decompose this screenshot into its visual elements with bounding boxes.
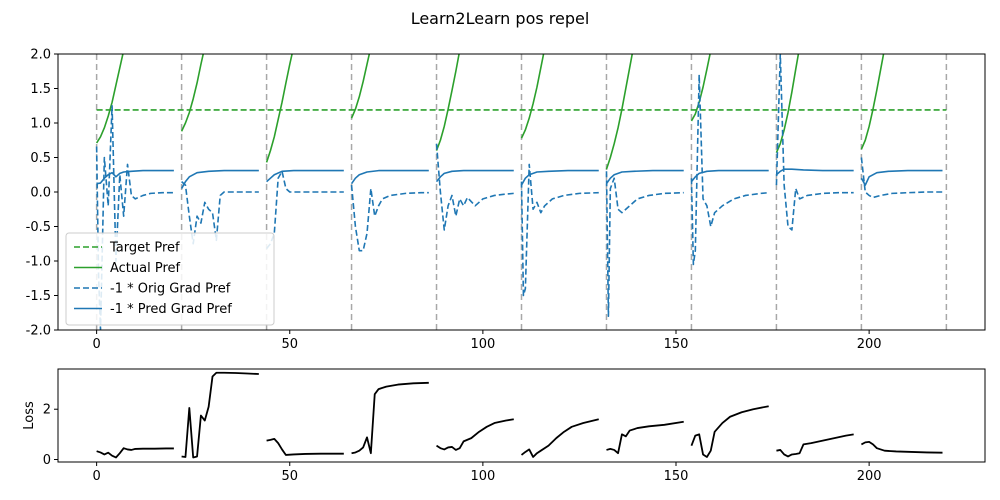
bottom-plot-area xyxy=(96,371,943,459)
pred-grad-pref-line-seg-2 xyxy=(266,169,344,183)
bottom-y-tick-label-1: 2 xyxy=(43,403,51,418)
chart-title: Learn2Learn pos repel xyxy=(411,9,590,28)
pred-grad-pref-line-seg-9 xyxy=(860,169,943,186)
pred-grad-pref-line-seg-4 xyxy=(435,169,514,183)
orig-grad-pref-line-seg-5 xyxy=(520,163,599,297)
bottom-axes-frame xyxy=(57,368,986,463)
top-y-tick-label-1: -1.5 xyxy=(26,289,51,304)
top-y-tick-label-4: 0.0 xyxy=(30,186,51,201)
loss-line-seg-7 xyxy=(690,405,769,458)
loss-axis-label: Loss xyxy=(22,401,37,430)
pred-grad-pref-line-seg-1 xyxy=(180,169,259,189)
actual-pref-line-seg-8 xyxy=(775,54,800,153)
actual-pref-line-seg-9 xyxy=(860,54,885,150)
orig-grad-pref-line-seg-1 xyxy=(181,181,259,245)
actual-pref-line-seg-4 xyxy=(435,54,460,151)
pred-grad-pref-line-seg-7 xyxy=(690,169,769,183)
loss-line-seg-4 xyxy=(436,418,514,451)
orig-grad-pref-line-seg-9 xyxy=(860,157,943,199)
orig-grad-pref-line-seg-4 xyxy=(435,143,514,231)
pred-grad-pref-line-seg-5 xyxy=(520,169,599,186)
bottom-y-tick-label-0: 0 xyxy=(43,453,51,468)
actual-pref-line-seg-3 xyxy=(350,54,371,119)
actual-pref-line-seg-0 xyxy=(95,54,124,144)
pred-grad-pref-line-seg-0 xyxy=(96,169,174,185)
top-axis-ticks: 0 50 100 150 200 -2.0 -1.5 -1.0 -0.5 0.0 0.5 1.0 1.5… xyxy=(26,48,882,353)
orig-grad-pref-line-seg-8 xyxy=(775,54,854,231)
legend-label-1: Actual Pref xyxy=(110,261,181,276)
top-y-tick-label-8: 2.0 xyxy=(30,48,51,63)
top-y-tick-label-7: 1.5 xyxy=(30,82,51,97)
legend-box xyxy=(65,232,275,326)
bottom-axis-ticks: 0 50 100 150 200 0 2 xyxy=(43,403,882,484)
bottom-x-tick-label-0: 0 xyxy=(92,469,100,484)
top-y-tick-label-2: -1.0 xyxy=(26,255,51,270)
top-plot-area xyxy=(95,54,948,330)
top-x-tick-label-3: 150 xyxy=(664,337,689,352)
loss-line-seg-1 xyxy=(181,371,259,459)
pred-grad-pref-line-seg-8 xyxy=(775,168,854,176)
bottom-x-tick-label-3: 150 xyxy=(664,469,689,484)
orig-grad-pref-line-seg-6 xyxy=(605,171,684,318)
actual-pref-line-seg-6 xyxy=(605,54,634,170)
legend-label-0: Target Pref xyxy=(109,241,180,256)
bottom-axes: 0 50 100 150 200 0 2 Loss xyxy=(22,368,986,484)
legend-label-2: -1 * Orig Grad Pref xyxy=(110,282,231,297)
top-x-tick-label-2: 100 xyxy=(470,337,495,352)
loss-line-seg-2 xyxy=(266,437,344,456)
top-y-tick-label-5: 0.5 xyxy=(30,151,51,166)
actual-pref-line-seg-5 xyxy=(520,54,545,139)
loss-line-seg-6 xyxy=(606,420,684,455)
top-axes-frame xyxy=(57,53,986,331)
loss-line-seg-8 xyxy=(776,433,854,458)
orig-grad-pref-line-seg-7 xyxy=(690,73,769,266)
top-x-tick-label-0: 0 xyxy=(92,337,100,352)
actual-pref-line-seg-2 xyxy=(265,54,293,163)
top-x-tick-label-4: 200 xyxy=(857,337,882,352)
pred-grad-pref-line-seg-3 xyxy=(350,169,429,185)
loss-line-seg-5 xyxy=(520,418,599,458)
loss-line-seg-0 xyxy=(96,447,174,459)
bottom-x-tick-label-1: 50 xyxy=(281,469,298,484)
orig-grad-pref-line-seg-3 xyxy=(350,185,429,252)
loss-line-seg-9 xyxy=(860,440,943,454)
bottom-x-tick-label-4: 200 xyxy=(857,469,882,484)
actual-pref-line-seg-7 xyxy=(690,54,711,122)
top-y-tick-label-3: -0.5 xyxy=(26,220,51,235)
actual-pref-line-seg-1 xyxy=(180,54,205,132)
loss-line-seg-3 xyxy=(351,381,429,455)
legend-label-3: -1 * Pred Grad Pref xyxy=(110,302,232,317)
orig-grad-pref-line-seg-0 xyxy=(95,104,174,330)
top-x-tick-label-1: 50 xyxy=(281,337,298,352)
top-axes: 0 50 100 150 200 -2.0 -1.5 -1.0 -0.5 0.0 0.5 1.0 1.5… xyxy=(26,48,986,353)
legend: Target Pref Actual Pref -1 * Orig Grad Pre… xyxy=(65,232,275,326)
pred-grad-pref-line-seg-6 xyxy=(605,169,684,185)
bottom-x-tick-label-2: 100 xyxy=(470,469,495,484)
top-y-tick-label-0: -2.0 xyxy=(26,324,51,339)
top-y-tick-label-6: 1.0 xyxy=(30,117,51,132)
